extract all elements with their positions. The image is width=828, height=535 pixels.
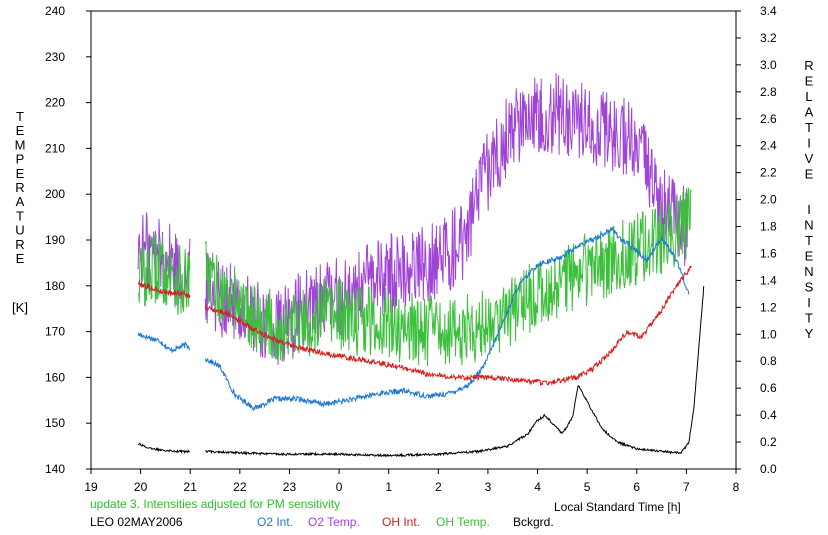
y-right-tick-label: 0.2 xyxy=(760,435,777,449)
x-tick-label: 4 xyxy=(534,480,541,494)
y-right-tick-label: 1.2 xyxy=(760,300,777,314)
x-tick-label: 5 xyxy=(584,480,591,494)
y-right-tick-label: 0.4 xyxy=(760,408,777,422)
y-left-title-unit: [K] xyxy=(12,300,28,315)
y-right-title-letter: E xyxy=(805,74,814,89)
y-right-tick-label: 0.0 xyxy=(760,462,777,476)
legend-entry-oh-int: OH Int. xyxy=(382,515,421,529)
x-tick-label: 19 xyxy=(84,480,98,494)
y-left-title-letter: T xyxy=(16,109,24,124)
series-line-bckgrd xyxy=(205,286,705,458)
y-left-tick-label: 140 xyxy=(45,462,65,476)
x-tick-label: 20 xyxy=(134,480,148,494)
y-right-title-letter: T xyxy=(805,120,813,135)
y-left-tick-label: 160 xyxy=(45,370,65,384)
y-right-title-letter: T xyxy=(805,233,813,248)
y-left-tick-label: 180 xyxy=(45,279,65,293)
series-line-oh-temp xyxy=(204,187,692,367)
legend-entry-oh-temp: OH Temp. xyxy=(436,515,490,529)
y-right-title-letter: A xyxy=(805,105,814,120)
y-right-tick-label: 2.8 xyxy=(760,85,777,99)
y-right-tick-label: 1.6 xyxy=(760,246,777,260)
y-left-tick-label: 240 xyxy=(45,4,65,18)
x-axis-title: Local Standard Time [h] xyxy=(554,500,681,514)
series-line-oh-int xyxy=(204,265,692,387)
y-left-title-letter: M xyxy=(15,137,26,152)
x-tick-label: 8 xyxy=(733,480,740,494)
y-left-title-letter: P xyxy=(16,152,25,167)
update-note: update 3. Intensities adjusted for PM se… xyxy=(90,497,341,511)
x-tick-label: 6 xyxy=(633,480,640,494)
x-tick-label: 0 xyxy=(336,480,343,494)
y-right-tick-label: 3.4 xyxy=(760,4,777,18)
y-left-title-letter: U xyxy=(15,223,24,238)
y-right-tick-label: 2.4 xyxy=(760,139,777,153)
y-right-tick-label: 2.2 xyxy=(760,166,777,180)
y-left-title-letter: A xyxy=(16,194,25,209)
legend-entry-o2-temp: O2 Temp. xyxy=(308,515,360,529)
x-tick-label: 3 xyxy=(485,480,492,494)
y-left-tick-label: 170 xyxy=(45,325,65,339)
y-left-title-letter: E xyxy=(16,166,25,181)
x-tick-label: 22 xyxy=(233,480,247,494)
x-tick-label: 7 xyxy=(683,480,690,494)
y-right-tick-label: 2.6 xyxy=(760,112,777,126)
series-line-oh-int xyxy=(137,279,191,299)
y-right-tick-label: 3.0 xyxy=(760,58,777,72)
y-right-title-letter: T xyxy=(805,311,813,326)
y-left-tick-label: 200 xyxy=(45,187,65,201)
y-right-tick-label: 3.2 xyxy=(760,31,777,45)
y-left-tick-label: 210 xyxy=(45,141,65,155)
y-right-title-letter: E xyxy=(805,167,814,182)
y-right-title-letter: E xyxy=(805,249,814,264)
y-right-tick-label: 2.0 xyxy=(760,193,777,207)
y-left-tick-label: 230 xyxy=(45,50,65,64)
y-right-title-letter: N xyxy=(804,264,813,279)
y-right-title-letter: V xyxy=(805,151,814,166)
series-line-oh-temp xyxy=(137,234,191,316)
y-right-title-letter: L xyxy=(805,89,812,104)
y-left-tick-label: 220 xyxy=(45,96,65,110)
y-right-title-letter: I xyxy=(807,202,811,217)
legend-entry-o2-int: O2 Int. xyxy=(257,515,294,529)
y-left-title-letter: E xyxy=(16,251,25,266)
legend-entry-bckgrd: Bckgrd. xyxy=(513,515,554,529)
y-left-tick-label: 190 xyxy=(45,233,65,247)
series-line-o2-int xyxy=(137,332,191,354)
y-right-tick-label: 0.6 xyxy=(760,381,777,395)
series-line-bckgrd xyxy=(137,442,190,454)
y-right-tick-label: 1.0 xyxy=(760,327,777,341)
y-right-title-letter: S xyxy=(805,280,814,295)
y-right-title-letter: R xyxy=(804,58,813,73)
y-left-title-letter: T xyxy=(16,208,24,223)
series-layer xyxy=(137,73,705,458)
y-left-title-letter: R xyxy=(15,237,24,252)
y-right-title-letter: I xyxy=(807,136,811,151)
y-right-tick-label: 1.8 xyxy=(760,220,777,234)
axes-layer: 19 20 21 22 23 0 1 2 3 4 5 6 7 8140150160170180190200… xyxy=(45,4,777,494)
x-tick-label: 1 xyxy=(385,480,392,494)
y-left-title-letter: R xyxy=(15,180,24,195)
x-tick-label: 2 xyxy=(435,480,442,494)
series-line-o2-int xyxy=(204,226,690,411)
station-date-label: LEO 02MAY2006 xyxy=(90,515,183,529)
y-right-title-letter: Y xyxy=(805,326,814,341)
x-tick-label: 23 xyxy=(283,480,297,494)
y-right-tick-label: 0.8 xyxy=(760,354,777,368)
y-left-title-letter: E xyxy=(16,123,25,138)
y-right-title-letter: I xyxy=(807,295,811,310)
x-tick-label: 21 xyxy=(184,480,198,494)
y-left-tick-label: 150 xyxy=(45,416,65,430)
y-right-title-letter: N xyxy=(804,218,813,233)
y-right-tick-label: 1.4 xyxy=(760,273,777,287)
